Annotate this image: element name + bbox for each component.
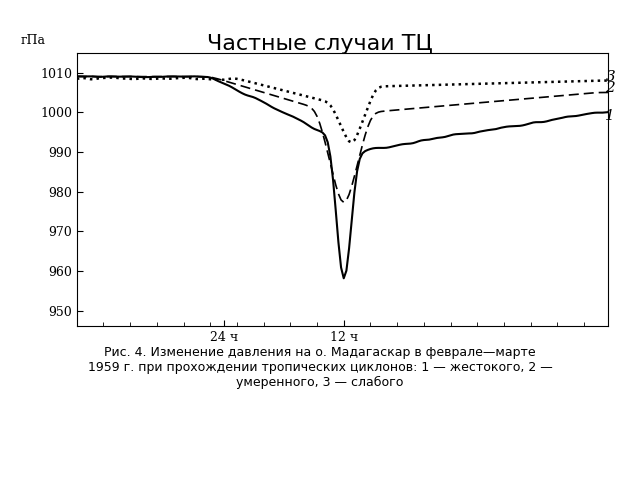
Text: 1: 1 [605,108,615,123]
Text: 2: 2 [605,82,615,96]
Text: Рис. 4. Изменение давления на о. Мадагаскар в феврале—марте
1959 г. при прохожде: Рис. 4. Изменение давления на о. Мадагас… [88,346,552,389]
Text: 3: 3 [605,70,615,84]
Text: Частные случаи ТЦ: Частные случаи ТЦ [207,34,433,54]
Y-axis label: гПа: гПа [20,35,45,48]
